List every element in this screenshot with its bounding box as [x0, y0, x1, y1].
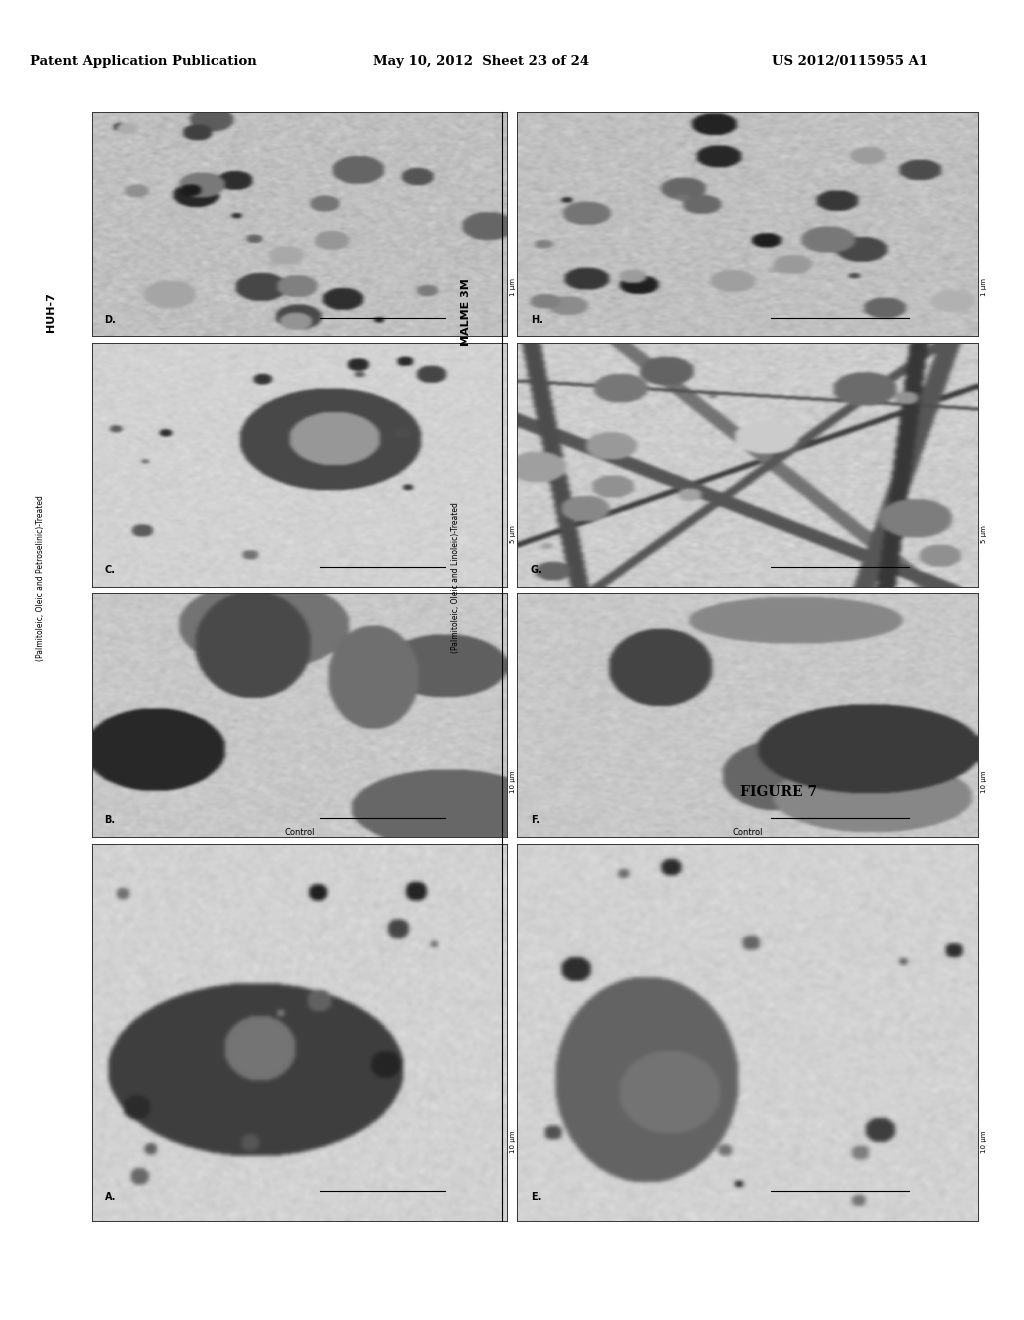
- Text: 1 μm: 1 μm: [510, 279, 516, 296]
- Text: F.: F.: [530, 816, 540, 825]
- Text: HUH-7: HUH-7: [46, 292, 56, 331]
- Text: D.: D.: [104, 315, 117, 325]
- Text: (Palmitoleic, Oleic and Linoleic)-Treated: (Palmitoleic, Oleic and Linoleic)-Treate…: [452, 503, 460, 653]
- Text: C.: C.: [104, 565, 116, 574]
- Text: US 2012/0115955 A1: US 2012/0115955 A1: [772, 55, 928, 69]
- Text: May 10, 2012  Sheet 23 of 24: May 10, 2012 Sheet 23 of 24: [373, 55, 590, 69]
- Text: (Palmitoleic, Oleic and Petroselinic)-Treated: (Palmitoleic, Oleic and Petroselinic)-Tr…: [37, 495, 45, 661]
- Text: B.: B.: [104, 816, 116, 825]
- Text: Patent Application Publication: Patent Application Publication: [30, 55, 257, 69]
- Text: FIGURE 7: FIGURE 7: [739, 785, 817, 799]
- Text: 10 μm: 10 μm: [981, 771, 987, 793]
- Text: 10 μm: 10 μm: [510, 1131, 516, 1154]
- Text: 5 μm: 5 μm: [510, 525, 516, 543]
- Text: MALME 3M: MALME 3M: [461, 279, 471, 346]
- Text: 5 μm: 5 μm: [981, 525, 987, 543]
- Text: Control: Control: [732, 829, 763, 837]
- Text: 1 μm: 1 μm: [981, 279, 987, 296]
- Text: H.: H.: [530, 315, 543, 325]
- Text: G.: G.: [530, 565, 543, 574]
- Text: 10 μm: 10 μm: [981, 1131, 987, 1154]
- Text: Control: Control: [285, 829, 314, 837]
- Text: E.: E.: [530, 1192, 542, 1203]
- Text: 10 μm: 10 μm: [510, 771, 516, 793]
- Text: A.: A.: [104, 1192, 116, 1203]
